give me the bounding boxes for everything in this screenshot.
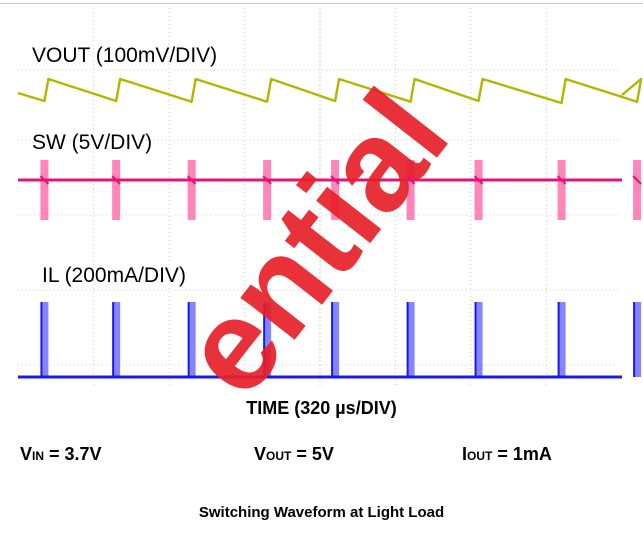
iout-value: = 1mA [492, 444, 552, 464]
sw-edge-6 [405, 175, 416, 185]
sw-edge-3 [186, 175, 197, 185]
sw-burst-1 [40, 160, 49, 220]
sw-edge-5 [330, 175, 340, 185]
il-pulse-7 [475, 302, 483, 377]
sw-edge-2 [111, 175, 121, 185]
il-pulse-1 [41, 302, 49, 377]
vin-value: = 3.7V [44, 444, 102, 464]
vin-condition: VIN = 3.7V [20, 444, 102, 465]
sw-edge-7 [473, 175, 484, 185]
vout-value: = 5V [291, 444, 334, 464]
il-pulse-9 [634, 302, 642, 377]
il-trace-label: IL (200mA/DIV) [42, 264, 186, 287]
sw-burst-8 [557, 160, 566, 220]
time-axis-label: TIME (320 µs/DIV) [246, 398, 397, 418]
sw-burst-2 [112, 160, 121, 220]
sw-burst-4 [263, 160, 272, 220]
sw-edge-8 [556, 175, 567, 185]
il-pulse-4 [264, 302, 272, 377]
il-pulse-2 [113, 302, 121, 377]
vout-condition: VOUT = 5V [254, 444, 334, 465]
il-pulse-6 [407, 302, 415, 377]
oscilloscope-plot [17, 8, 643, 385]
sw-burst-5 [331, 160, 340, 220]
sw-burst-7 [474, 160, 483, 220]
iout-condition: IOUT = 1mA [462, 444, 552, 465]
vout-symbol: V [254, 444, 267, 464]
traces [17, 77, 643, 379]
top-rule [0, 3, 643, 4]
il-pulse-5 [332, 302, 340, 377]
vout-trace-label: VOUT (100mV/DIV) [32, 44, 218, 67]
vout-subscript: OUT [266, 449, 292, 463]
il-pulse-8 [558, 302, 566, 377]
sw-burst-9 [633, 160, 642, 220]
sw-burst-6 [406, 160, 415, 220]
sw-edge-9 [632, 175, 642, 185]
il-pulse-3 [188, 302, 196, 377]
vin-symbol: V [20, 444, 33, 464]
iout-symbol: I [462, 444, 468, 464]
vin-subscript: IN [32, 449, 45, 463]
sw-trace-label: SW (5V/DIV) [32, 131, 153, 154]
figure-caption: Switching Waveform at Light Load [198, 504, 445, 521]
vout-trace [17, 77, 643, 105]
iout-subscript: OUT [467, 449, 493, 463]
sw-edge-4 [262, 175, 272, 185]
sw-edge-1 [39, 175, 50, 185]
sw-burst-3 [187, 160, 196, 220]
